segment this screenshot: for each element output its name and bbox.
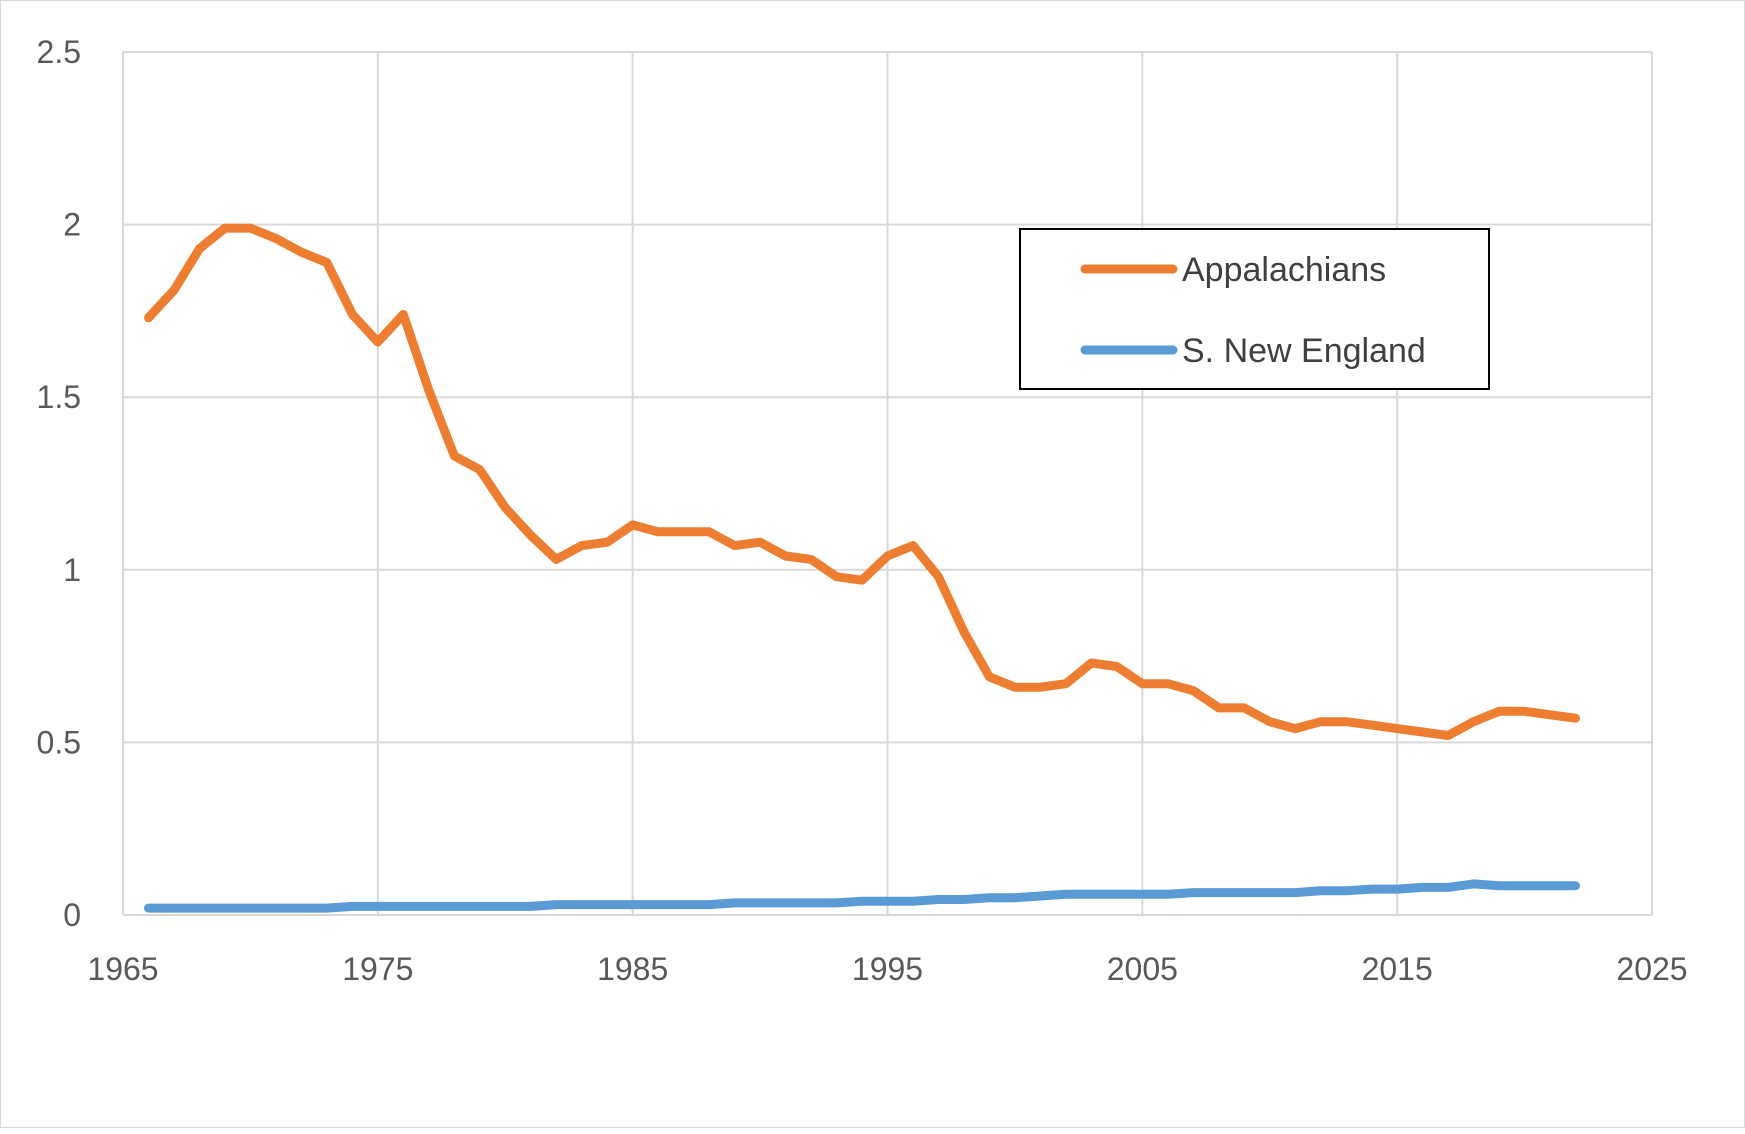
y-tick-label: 0.5 xyxy=(37,724,81,760)
x-tick-label: 2005 xyxy=(1107,951,1178,987)
x-tick-label: 1985 xyxy=(597,951,668,987)
y-tick-label: 2 xyxy=(63,207,81,243)
y-tick-label: 1.5 xyxy=(37,379,81,415)
series-line-s-new-england xyxy=(144,879,1580,913)
series-line-appalachians xyxy=(144,223,1580,740)
x-tick-label: 1975 xyxy=(342,951,413,987)
x-axis-tick-labels: 1965 1975 1985 1995 2005 2015 2025 xyxy=(87,951,1687,987)
y-tick-label: 1 xyxy=(63,552,81,588)
legend-label-appalachians: Appalachians xyxy=(1182,251,1386,289)
legend-label-s-new-england: S. New England xyxy=(1182,332,1426,370)
legend-box xyxy=(1019,228,1490,390)
y-tick-label: 0 xyxy=(63,897,81,933)
x-tick-label: 2015 xyxy=(1362,951,1433,987)
x-tick-label: 2025 xyxy=(1616,951,1687,987)
series-lines xyxy=(144,223,1580,913)
gridlines xyxy=(122,51,1653,916)
y-tick-label: 2.5 xyxy=(37,34,81,70)
legend: Appalachians S. New England xyxy=(1019,228,1490,390)
y-axis-tick-labels: 0 0.5 1 1.5 2 2.5 xyxy=(37,34,81,933)
x-tick-label: 1965 xyxy=(87,951,158,987)
x-tick-label: 1995 xyxy=(852,951,923,987)
